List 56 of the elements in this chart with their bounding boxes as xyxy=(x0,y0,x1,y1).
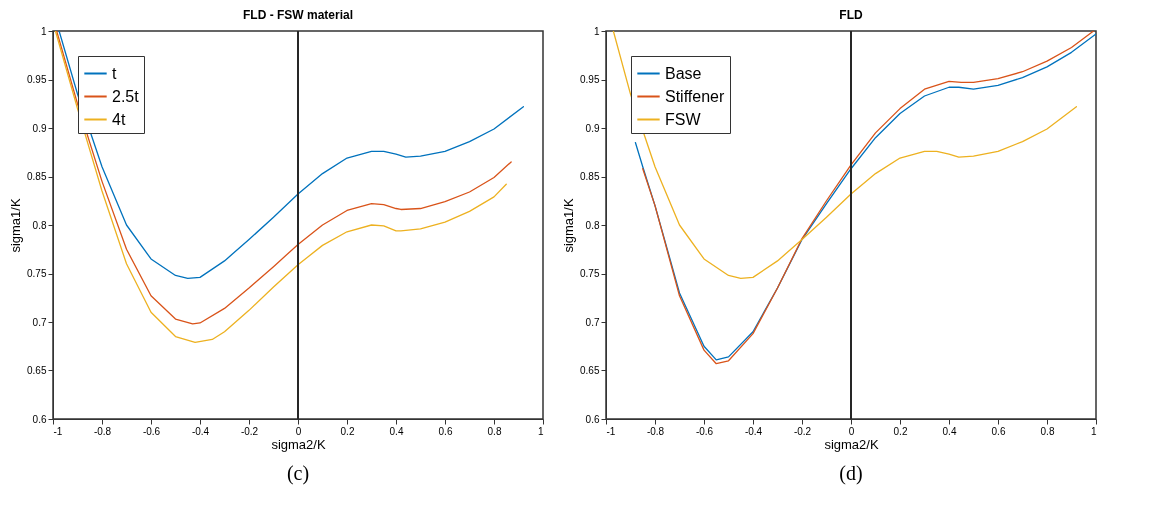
x-tick-label: 1 xyxy=(537,425,544,437)
x-tick-label: 0.2 xyxy=(893,425,908,437)
x-tick-label: 0.8 xyxy=(1040,425,1055,437)
y-tick-label: 1 xyxy=(593,25,600,37)
y-tick-label: 0.9 xyxy=(585,122,600,134)
x-axis-title: sigma2/K xyxy=(824,436,879,452)
x-tick-label: -1 xyxy=(53,425,63,437)
y-tick-label: 0.85 xyxy=(580,171,600,182)
legend-label: 4t xyxy=(112,110,126,128)
line-series xyxy=(58,31,525,279)
x-axis-title: sigma2/K xyxy=(271,436,326,452)
y-tick-label: 0.65 xyxy=(27,365,47,376)
x-tick-label: 0.6 xyxy=(991,425,1006,437)
y-tick-label: 0.7 xyxy=(585,316,600,328)
y-tick-label: 0.95 xyxy=(580,74,600,85)
y-tick-label: 0.85 xyxy=(27,171,47,182)
y-tick-label: 0.6 xyxy=(585,413,600,425)
x-tick-label: -0.6 xyxy=(142,425,161,437)
chart-title: FLD xyxy=(839,8,863,22)
y-tick-label: 0.8 xyxy=(585,219,600,231)
x-tick-label: 0 xyxy=(295,425,302,437)
chart-title: FLD - FSW material xyxy=(242,8,354,22)
legend-label: 2.5t xyxy=(112,87,140,105)
y-tick-label: 0.75 xyxy=(27,268,47,279)
x-tick-label: -0.8 xyxy=(93,425,112,437)
x-tick-label: -0.2 xyxy=(793,425,812,437)
y-tick-label: 0.75 xyxy=(580,268,600,279)
x-tick-label: 0.2 xyxy=(340,425,355,437)
x-tick-label: 1 xyxy=(1090,425,1097,437)
y-axis-title: sigma1/K xyxy=(561,198,577,253)
y-tick-label: 0.95 xyxy=(27,74,47,85)
x-tick-label: -0.2 xyxy=(240,425,259,437)
y-tick-label: 0.65 xyxy=(580,365,600,376)
y-tick-label: 0.9 xyxy=(32,122,47,134)
x-tick-label: 0.4 xyxy=(389,425,404,437)
x-tick-label: 0.8 xyxy=(487,425,502,437)
x-tick-label: 0 xyxy=(848,425,855,437)
legend-label: FSW xyxy=(665,110,702,128)
y-tick-label: 0.6 xyxy=(32,413,47,425)
text: (d) xyxy=(839,462,863,485)
y-axis-title: sigma1/K xyxy=(8,198,24,253)
x-tick-label: 0.6 xyxy=(438,425,453,437)
x-tick-label: 0.4 xyxy=(942,425,957,437)
x-tick-label: -1 xyxy=(606,425,616,437)
y-tick-label: 0.8 xyxy=(32,219,47,231)
x-tick-label: -0.8 xyxy=(646,425,665,437)
legend-label: Stiffener xyxy=(665,87,725,105)
text: (c) xyxy=(286,462,310,485)
line-series xyxy=(612,31,1078,279)
legend-label: Base xyxy=(665,64,702,82)
y-tick-label: 1 xyxy=(40,25,47,37)
x-tick-label: -0.4 xyxy=(191,425,210,437)
x-tick-label: -0.4 xyxy=(744,425,763,437)
legend-label: t xyxy=(112,64,117,82)
x-tick-label: -0.6 xyxy=(695,425,714,437)
y-tick-label: 0.7 xyxy=(32,316,47,328)
